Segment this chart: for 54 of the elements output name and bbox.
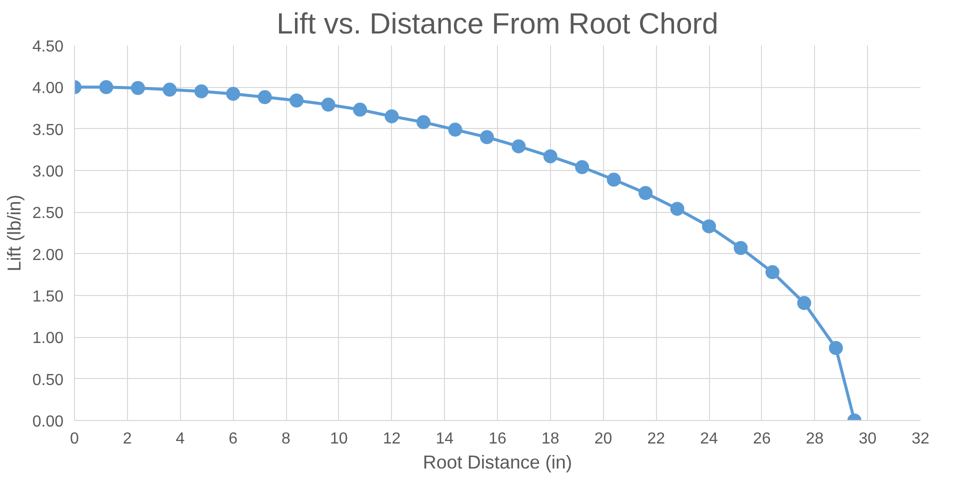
x-tick-label: 14 xyxy=(436,430,454,448)
point xyxy=(543,149,558,164)
point xyxy=(258,90,272,104)
point xyxy=(321,98,336,112)
x-tick-label: 30 xyxy=(858,430,877,448)
x-tick-label: 2 xyxy=(122,430,132,448)
point xyxy=(702,219,716,234)
x-tick-label: 24 xyxy=(700,430,718,448)
y-axis-title: Lift (lb/in) xyxy=(3,194,24,272)
y-tick-label: 3.00 xyxy=(32,164,64,180)
point xyxy=(480,130,494,144)
y-tick-label: 2.00 xyxy=(32,246,64,264)
y-tick-label: 0.00 xyxy=(32,414,64,430)
point xyxy=(575,160,590,174)
x-tick-label: 4 xyxy=(176,430,185,448)
point xyxy=(765,265,780,280)
point xyxy=(194,84,208,98)
y-tick-label: 0.50 xyxy=(32,372,64,389)
x-tick-label: 10 xyxy=(330,430,348,448)
point xyxy=(162,82,177,97)
y-tick-label: 3.50 xyxy=(32,122,64,139)
chart-title: Lift vs. Distance From Root Chord xyxy=(276,8,718,40)
point xyxy=(670,202,684,216)
x-tick-label: 28 xyxy=(806,430,824,448)
x-tick-label: 6 xyxy=(228,430,238,448)
x-tick-label: 16 xyxy=(488,430,506,448)
y-tick-label: 2.50 xyxy=(32,205,64,222)
x-tick-label: 18 xyxy=(541,430,560,448)
x-tick-label: 8 xyxy=(282,430,291,448)
point xyxy=(99,80,114,94)
y-tick-label: 1.50 xyxy=(32,288,64,306)
x-tick-label: 26 xyxy=(752,430,771,448)
point xyxy=(606,172,621,187)
y-tick-label: 1.00 xyxy=(32,330,64,348)
point xyxy=(416,115,430,130)
point xyxy=(130,81,145,95)
y-tick-label: 4.00 xyxy=(32,80,64,98)
point xyxy=(512,139,526,154)
y-tick-label: 4.50 xyxy=(32,38,64,56)
x-tick-label: 0 xyxy=(70,430,80,448)
x-tick-label: 22 xyxy=(647,430,666,448)
point xyxy=(226,86,240,101)
point xyxy=(384,109,399,124)
x-axis-title: Root Distance (in) xyxy=(422,452,572,472)
x-tick-label: 32 xyxy=(912,430,930,448)
point xyxy=(353,102,368,117)
point xyxy=(734,241,748,255)
x-tick-label: 20 xyxy=(594,430,612,448)
point xyxy=(290,94,304,108)
point xyxy=(448,122,462,137)
point xyxy=(828,341,843,355)
x-tick-label: 12 xyxy=(382,430,401,448)
point xyxy=(638,186,653,200)
point xyxy=(797,296,812,310)
